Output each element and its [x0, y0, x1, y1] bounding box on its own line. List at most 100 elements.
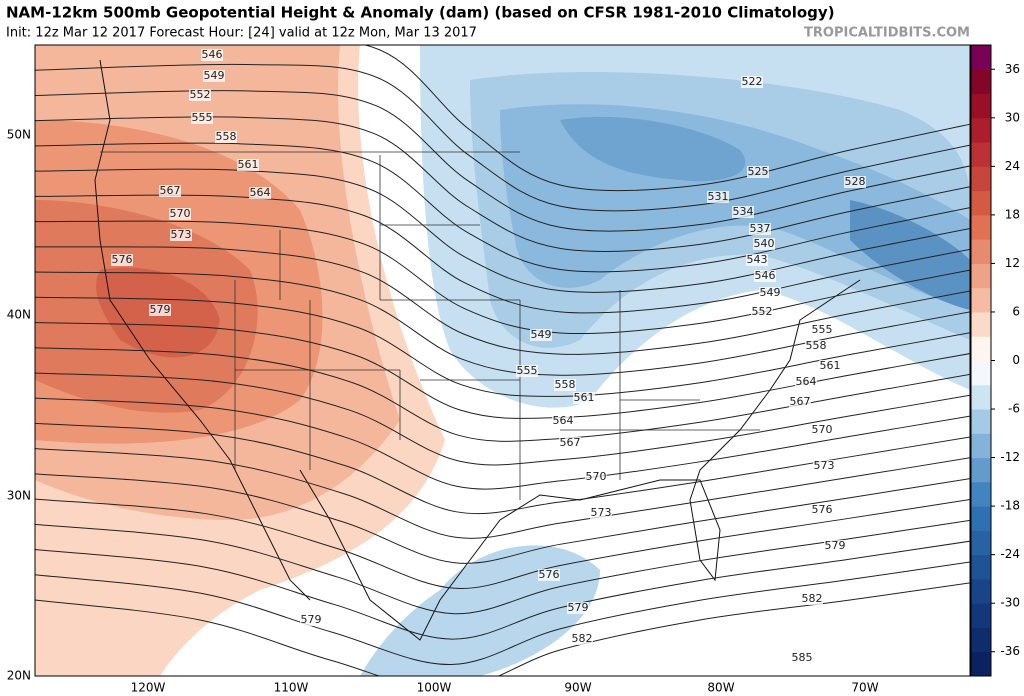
contour-label: 576 — [112, 253, 133, 266]
contour-label: 573 — [591, 506, 612, 519]
contour-label: 561 — [820, 359, 841, 372]
contour-label-bg — [707, 191, 729, 203]
colorbar-segment — [971, 263, 991, 289]
colorbar-segment — [971, 651, 991, 677]
contour-label: 558 — [216, 130, 237, 143]
contour-label-bg — [751, 306, 773, 318]
contour-label-bg — [249, 187, 271, 199]
contour-label-bg — [189, 89, 211, 101]
contour-label-bg — [203, 70, 225, 82]
contour-label: 567 — [790, 395, 811, 408]
contour-label-bg — [819, 360, 841, 372]
contour-label-bg — [552, 415, 574, 427]
colorbar-segment — [971, 384, 991, 410]
contour-label: 540 — [754, 237, 775, 250]
contour-label-bg — [516, 365, 538, 377]
colorbar-segment — [971, 239, 991, 264]
contour-line — [35, 448, 970, 539]
lat-label: 50N — [7, 128, 31, 142]
colorbar-segment — [971, 578, 991, 604]
lon-label: 110W — [274, 681, 309, 695]
contour-label-bg — [741, 76, 763, 88]
contour-label-bg — [530, 329, 552, 341]
lat-label: 30N — [7, 489, 31, 503]
lon-label: 120W — [131, 681, 166, 695]
contour-label-bg — [159, 185, 181, 197]
contour-label: 582 — [802, 592, 823, 605]
contour-label: 549 — [204, 69, 225, 82]
colorbar-tick-label: 18 — [1005, 207, 1020, 221]
colorbar-segment — [971, 142, 991, 167]
source: TROPICALTIDBITS.COM — [804, 26, 970, 41]
colorbar-segment — [971, 287, 991, 313]
contour-label: 585 — [792, 651, 813, 664]
lon-label: 80W — [707, 681, 734, 695]
contour-line — [35, 142, 970, 273]
contour-line — [35, 45, 970, 192]
colorbar-segment — [971, 69, 991, 95]
lon-label: 90W — [564, 681, 591, 695]
contour-label-bg — [300, 614, 322, 626]
contour-label: 564 — [553, 414, 574, 427]
contour-line — [35, 540, 970, 640]
contour-label-bg — [732, 206, 754, 218]
contour-label-bg — [795, 376, 817, 388]
contour-line — [35, 372, 970, 466]
contour-label: 579 — [301, 613, 322, 626]
contour-label-bg — [554, 379, 576, 391]
contour-label: 579 — [150, 303, 171, 316]
colorbar-segment — [971, 481, 991, 507]
colorbar-segment — [971, 45, 991, 70]
contour-label-bg — [749, 223, 771, 235]
colorbar-tick-label: -30 — [1000, 596, 1020, 610]
contour-label: 582 — [572, 632, 593, 645]
contour-label-bg — [791, 652, 813, 664]
contour-line — [35, 194, 970, 314]
contour-line — [35, 271, 970, 376]
contour-line — [35, 473, 970, 564]
contour-line — [35, 90, 970, 232]
colorbar-segment — [971, 117, 991, 143]
contour-label: 564 — [250, 186, 271, 199]
colorbar-segment — [971, 506, 991, 531]
colorbar-segment — [971, 530, 991, 556]
contour-label: 579 — [568, 601, 589, 614]
colorbar-segment — [971, 190, 991, 216]
contour-label-bg — [567, 602, 589, 614]
colorbar-tick-label: 6 — [1012, 304, 1020, 318]
contour-line — [35, 296, 970, 397]
contour-label-bg — [801, 593, 823, 605]
map: 5465495525555585615645675705735765795225… — [35, 45, 970, 676]
colorbar-segment — [971, 457, 991, 483]
contour-label-bg — [559, 437, 581, 449]
contour-label: 546 — [202, 48, 223, 61]
contour-line — [35, 220, 970, 335]
contour-label: 555 — [192, 111, 213, 124]
contour-label: 567 — [160, 184, 181, 197]
contour-label: 534 — [733, 205, 754, 218]
colorbar-tick-label: -24 — [1000, 547, 1020, 561]
contour-label-bg — [759, 287, 781, 299]
contour-label-bg — [747, 166, 769, 178]
colorbar-tick-label: 12 — [1005, 256, 1020, 270]
contour-label-bg — [201, 49, 223, 61]
contour-label: 549 — [531, 328, 552, 341]
contour-label: 537 — [750, 222, 771, 235]
contour-label: 549 — [760, 286, 781, 299]
contour-label-bg — [590, 507, 612, 519]
contour-label-bg — [573, 392, 595, 404]
contour-label-bg — [746, 254, 768, 266]
contour-label: 528 — [845, 175, 866, 188]
contour-label: 552 — [752, 305, 773, 318]
colorbar-tick-label: 24 — [1005, 159, 1020, 173]
contour-label-bg — [811, 424, 833, 436]
contour-line — [35, 498, 970, 589]
contour-line — [35, 63, 970, 212]
colorbar-tick-label: -18 — [1000, 499, 1020, 513]
contour-label: 555 — [517, 364, 538, 377]
contour-label-bg — [811, 324, 833, 336]
contour-line — [35, 582, 970, 676]
contour-line — [35, 246, 970, 355]
contour-label: 570 — [586, 470, 607, 483]
